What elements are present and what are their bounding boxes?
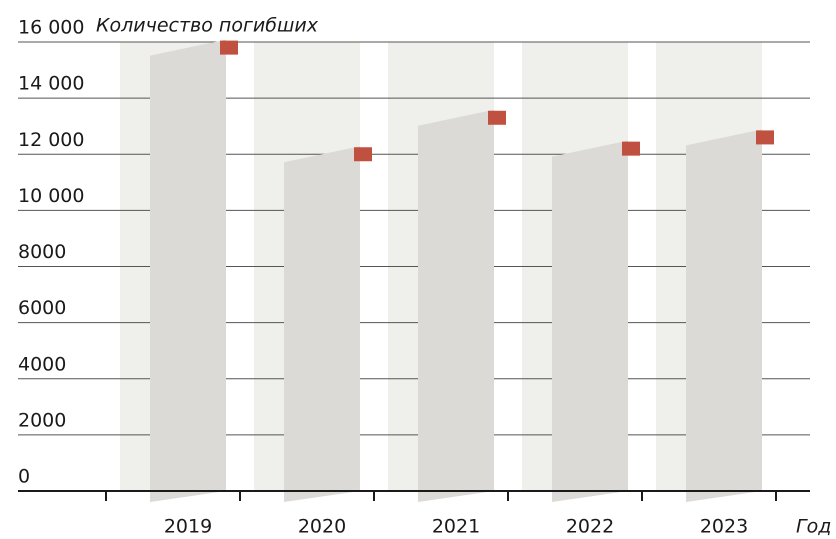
y-tick-label: 0: [18, 466, 30, 488]
bar: [418, 109, 494, 503]
x-tick-label: 2019: [164, 516, 212, 538]
y-tick-label: 4000: [18, 353, 66, 375]
bar: [686, 129, 762, 502]
y-tick-label: 12 000: [18, 129, 84, 151]
value-marker: [354, 147, 372, 162]
x-tick-label: 2022: [566, 516, 614, 538]
x-tick-label: 2020: [298, 516, 346, 538]
y-tick-label: 16 000: [18, 17, 84, 39]
x-tick-label: 2021: [432, 516, 480, 538]
value-marker: [488, 110, 506, 125]
bar: [150, 39, 226, 503]
y-tick-label: 2000: [18, 409, 66, 431]
y-tick-label: 6000: [18, 297, 66, 319]
value-marker: [756, 130, 774, 145]
y-tick-label: 8000: [18, 241, 66, 263]
y-axis-label: Количество погибших: [96, 15, 319, 37]
value-marker: [622, 141, 640, 156]
bar: [284, 146, 360, 502]
bars: [150, 39, 774, 503]
y-tick-label: 10 000: [18, 185, 84, 207]
bar: [552, 140, 628, 502]
y-tick-label: 14 000: [18, 73, 84, 95]
grid: 0 2000 4000 6000 8000 10 000 12 000 14 000 16 00…: [18, 17, 810, 488]
x-tick-label: 2023: [700, 516, 748, 538]
x-axis-label: Год: [796, 516, 831, 538]
value-marker: [220, 40, 238, 55]
